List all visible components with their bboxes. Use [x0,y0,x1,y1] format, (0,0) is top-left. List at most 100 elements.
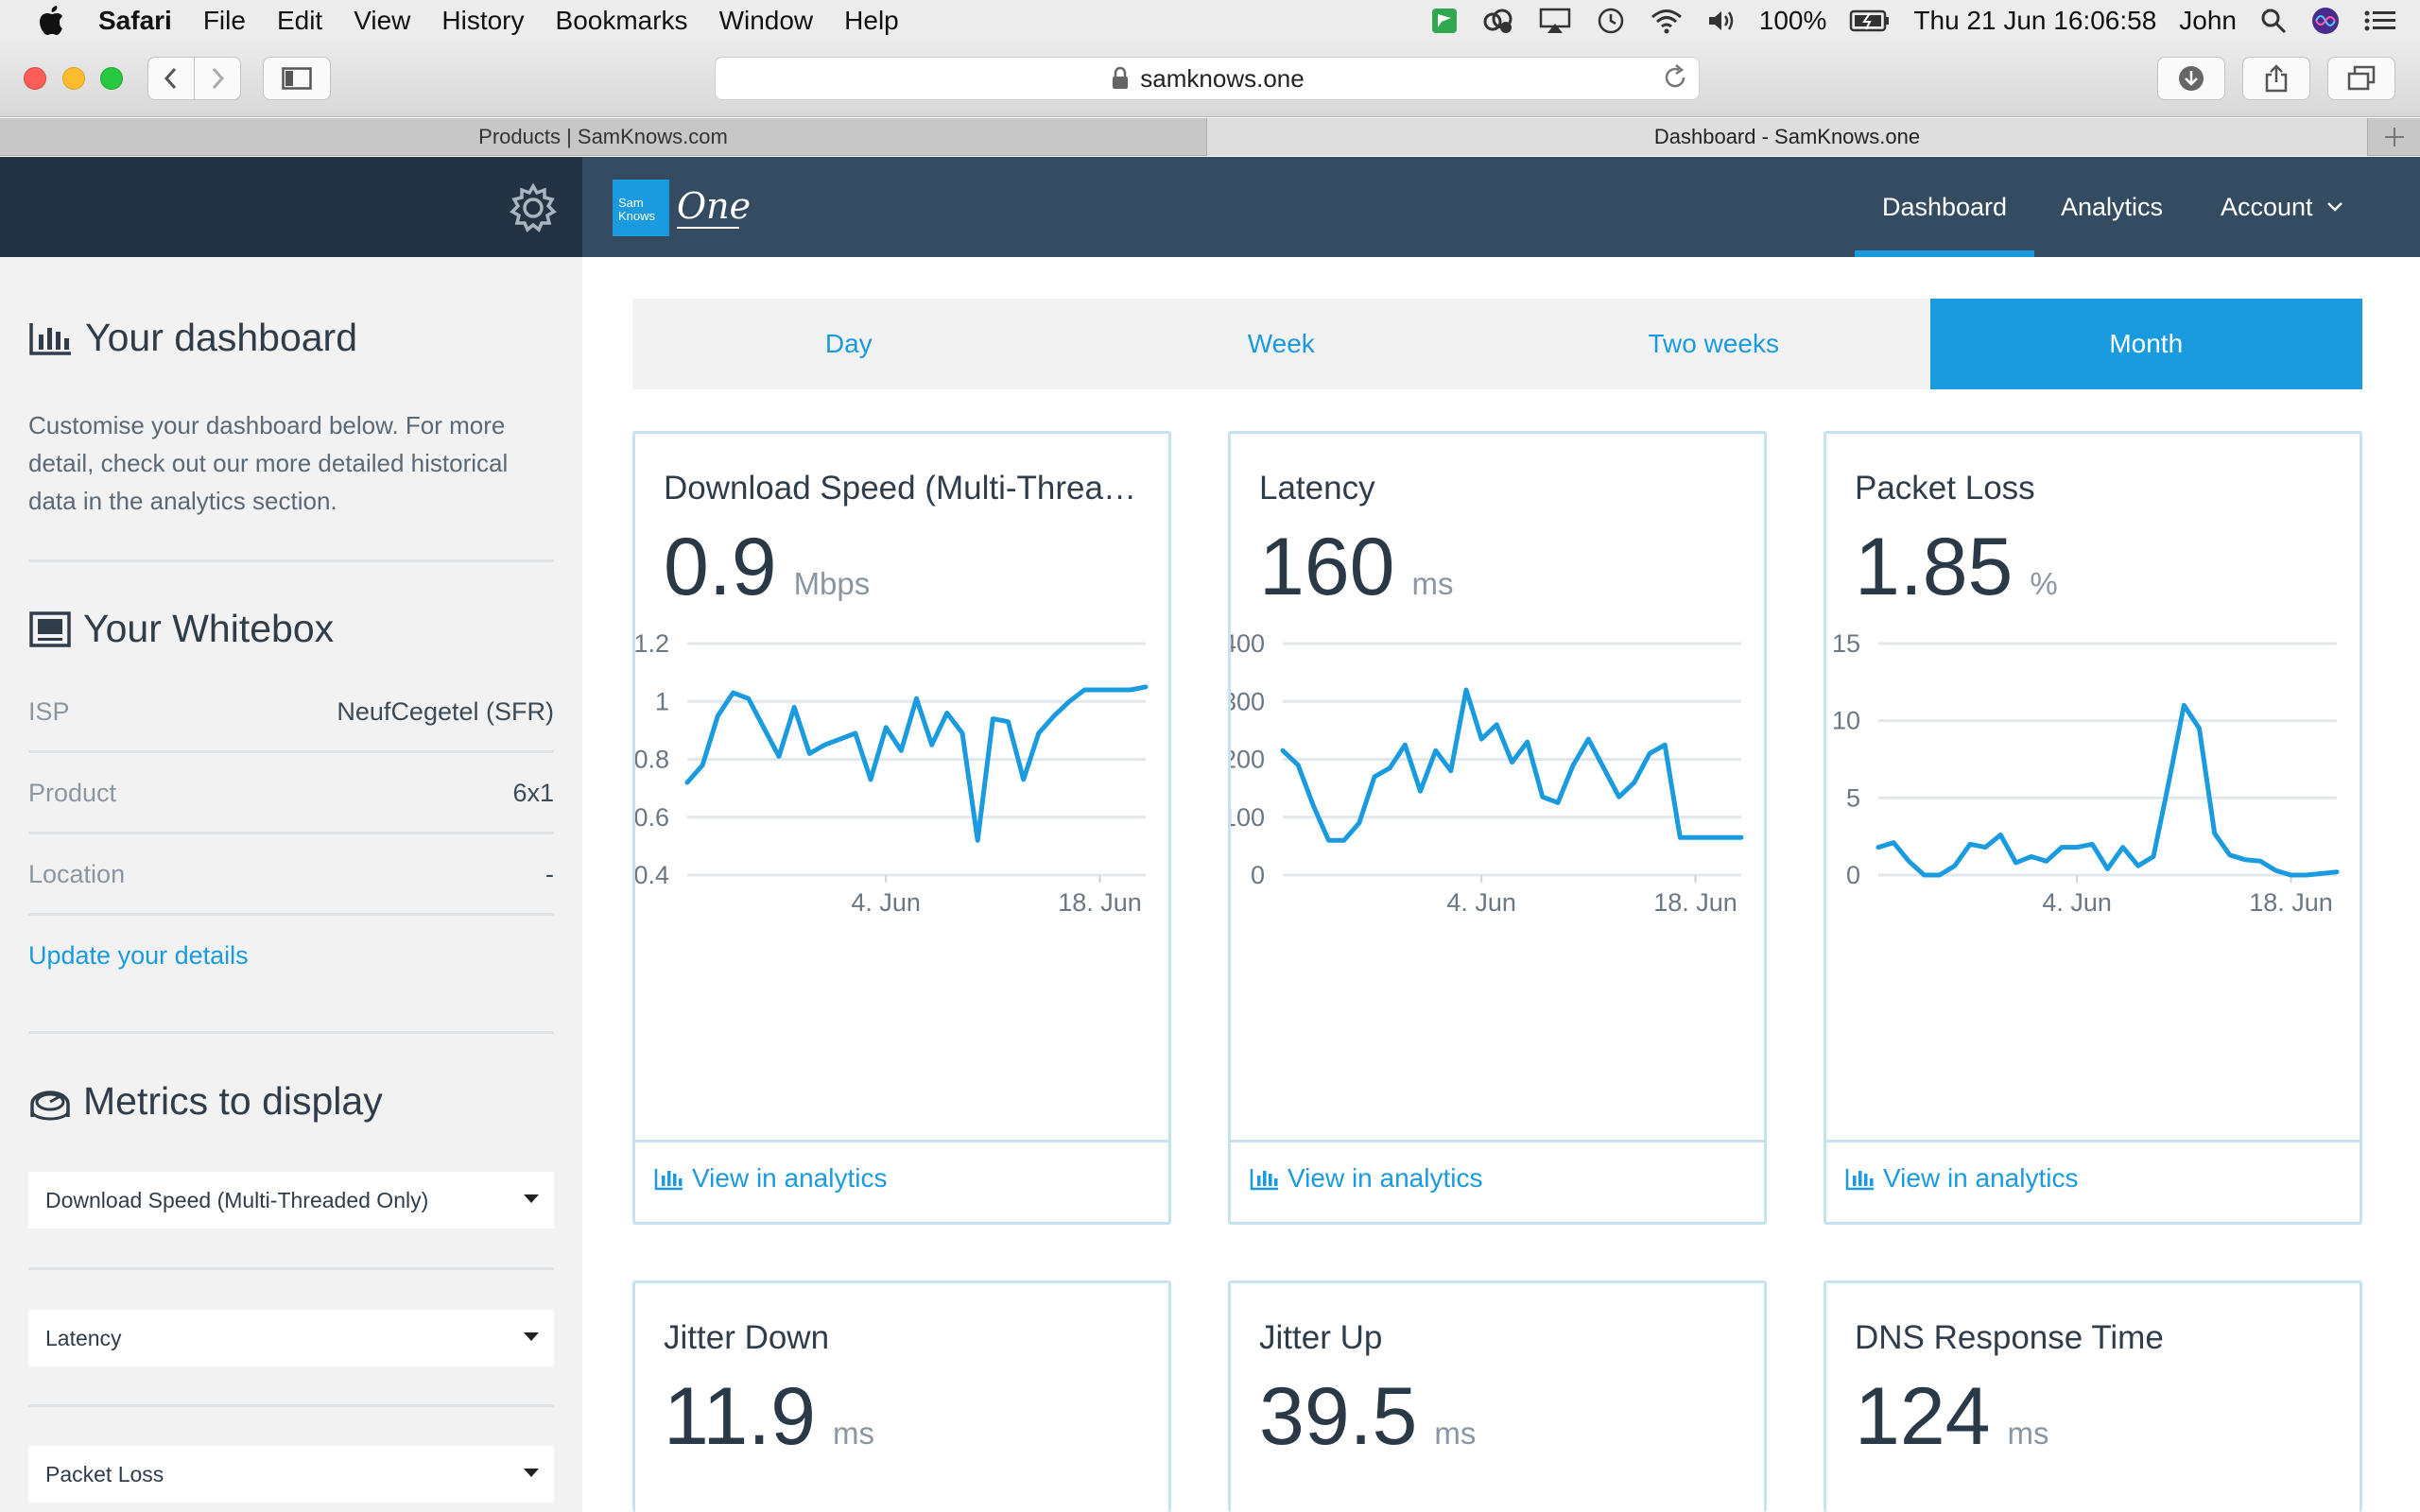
y-tick-label: 300 [1231,687,1265,715]
view-in-analytics-label: View in analytics [1288,1163,1483,1193]
card-title: Packet Loss [1855,470,2035,507]
product-label: Product [28,779,117,807]
address-bar[interactable]: samknows.one [715,57,1700,100]
card-footer-divider [1231,1140,1764,1143]
range-month[interactable]: Month [1929,299,2362,389]
view-in-analytics-link[interactable]: View in analytics [1250,1163,1482,1194]
caret-down-icon [524,1332,539,1341]
range-two-weeks[interactable]: Two weeks [1648,329,1780,358]
tabs-icon [2347,65,2376,91]
range-day[interactable]: Day [824,329,873,358]
zoom-window-button[interactable] [100,67,123,90]
menu-file[interactable]: File [202,6,246,35]
view-in-analytics-link[interactable]: View in analytics [1845,1163,2078,1194]
x-tick-label: 18. Jun [2249,888,2333,917]
share-button[interactable] [2242,57,2310,100]
tab-overview-button[interactable] [2327,57,2395,100]
metric-value: 0.9 [664,522,777,612]
bar-chart-icon [29,322,71,355]
reload-icon[interactable] [1660,62,1690,93]
nav-dashboard[interactable]: Dashboard [1855,157,2034,257]
y-tick-label: 100 [1231,803,1265,832]
card-value: 0.9 Mbps [664,521,870,614]
y-tick-label: 5 [1846,783,1860,812]
range-week[interactable]: Week [1247,329,1315,358]
menu-edit[interactable]: Edit [276,6,323,35]
metric-select-2[interactable]: Latency [28,1310,554,1366]
battery-icon[interactable] [1849,9,1891,33]
downloads-button[interactable] [2157,57,2225,100]
forward-button[interactable] [194,57,241,100]
card-value: 124 ms [1855,1370,2049,1464]
metric-card-jitter-down: Jitter Down 11.9 ms [632,1280,1171,1512]
update-details-link[interactable]: Update your details [28,941,249,970]
metrics-section-title: Metrics to display [83,1079,383,1123]
divider [28,832,554,834]
nav-analytics[interactable]: Analytics [2061,157,2163,257]
nav-account[interactable]: Account [2221,157,2343,257]
metric-select-1[interactable]: Download Speed (Multi-Threaded Only) [28,1172,554,1228]
lock-icon [1113,66,1129,89]
menu-bookmarks[interactable]: Bookmarks [555,6,688,35]
time-machine-icon[interactable] [1595,6,1627,36]
new-tab-button[interactable] [2368,118,2420,156]
bar-chart-icon [654,1169,683,1191]
flag-app-icon[interactable] [1430,7,1459,35]
y-tick-label: 0.8 [635,746,669,774]
user-name[interactable]: John [2179,6,2237,35]
settings-gear-icon[interactable] [507,181,560,234]
minimize-window-button[interactable] [62,67,85,90]
metric-unit: ms [1434,1416,1477,1451]
apple-menu-icon[interactable] [38,6,66,36]
samknows-logo[interactable]: Sam Knows [613,180,669,236]
packet-loss-chart: 15 10 5 0 4. Jun 18. Jun [1832,634,2340,917]
notification-center-icon[interactable] [2363,7,2397,35]
macos-menu-bar: Safari File Edit View History Bookmarks … [0,0,2420,42]
menu-app-safari[interactable]: Safari [98,6,172,35]
y-tick-label: 0.6 [635,803,669,832]
metric-select-1-value: Download Speed (Multi-Threaded Only) [45,1187,429,1212]
whitebox-device-icon [29,610,71,647]
metric-value: 124 [1855,1371,1991,1462]
plus-icon [2384,128,2404,146]
menu-window[interactable]: Window [718,6,814,35]
view-in-analytics-label: View in analytics [1883,1163,2079,1193]
airplay-icon[interactable] [1538,7,1572,35]
metric-card-dns-response-time: DNS Response Time 124 ms [1824,1280,2362,1512]
share-icon [2265,64,2288,93]
divider [28,913,554,916]
x-tick-label: 4. Jun [1446,888,1516,917]
close-window-button[interactable] [24,67,46,90]
browser-tab-products[interactable]: Products | SamKnows.com [478,125,728,148]
one-logo-text: One [677,185,752,227]
product-value: 6x1 [512,779,554,807]
metric-select-3[interactable]: Packet Loss [28,1446,554,1503]
volume-icon[interactable] [1706,7,1737,35]
siri-icon[interactable] [2310,6,2341,36]
menu-history[interactable]: History [441,6,525,35]
status-area: 100% Thu 21 Jun 16:06:58 John [1430,0,2420,42]
caret-down-icon [524,1469,539,1477]
browser-tab-dashboard[interactable]: Dashboard - SamKnows.one [1206,118,2368,156]
creative-cloud-icon[interactable] [1481,7,1515,35]
series-line [684,684,1149,843]
whitebox-row-location: Location - [28,860,554,889]
x-tick-label: 4. Jun [851,888,921,917]
card-title: Download Speed (Multi-Threaded Only) [664,470,1146,507]
dashboard-section-title: Your dashboard [85,316,358,359]
back-button[interactable] [147,57,195,100]
menu-help[interactable]: Help [844,6,899,35]
y-tick-label: 200 [1231,746,1265,774]
metric-value: 39.5 [1259,1371,1418,1462]
spotlight-search-icon[interactable] [2259,7,2288,35]
sidebar [0,257,582,1512]
metric-value: 11.9 [664,1371,816,1462]
y-tick-label: 0 [1846,861,1860,889]
wifi-icon[interactable] [1650,7,1684,35]
clock[interactable]: Thu 21 Jun 16:06:58 [1913,6,2157,35]
metric-value: 1.85 [1855,522,2014,612]
latency-chart: 400 300 200 100 0 4. Jun 18. Jun [1231,634,1744,917]
view-in-analytics-link[interactable]: View in analytics [654,1163,887,1194]
menu-view[interactable]: View [354,6,411,35]
sidebar-toggle-button[interactable] [263,57,331,100]
